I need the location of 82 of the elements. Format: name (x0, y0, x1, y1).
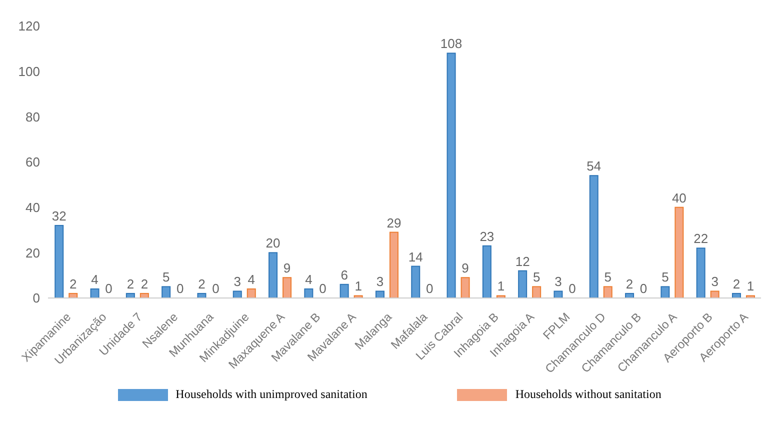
data-label: 54 (586, 158, 602, 174)
legend-label: Households with unimproved sanitation (176, 387, 368, 402)
bar (496, 295, 506, 298)
data-label: 3 (554, 274, 562, 290)
data-label: 32 (52, 208, 66, 224)
data-label: 4 (91, 272, 98, 287)
data-label: 40 (672, 190, 686, 206)
data-label: 5 (604, 270, 612, 285)
bar (554, 290, 563, 298)
data-label: 0 (568, 281, 576, 296)
data-label: 9 (462, 260, 469, 276)
data-label: 9 (283, 260, 291, 276)
data-label: 0 (319, 281, 326, 296)
bar (54, 224, 64, 298)
bar (282, 277, 292, 298)
data-label: 3 (711, 274, 718, 290)
data-label: 29 (386, 215, 402, 230)
data-label: 0 (105, 281, 112, 296)
bar (746, 295, 755, 298)
bar (304, 288, 314, 298)
bar (696, 248, 706, 298)
data-label: 0 (176, 281, 184, 296)
data-label: 2 (732, 276, 740, 292)
bar (162, 286, 171, 298)
bar (732, 292, 741, 298)
data-label: 108 (440, 36, 462, 52)
bar (126, 292, 135, 298)
y-tick-label: 0 (32, 290, 40, 306)
data-label: 2 (626, 276, 634, 292)
bar (140, 292, 149, 298)
bar (674, 206, 684, 298)
data-label: 3 (234, 274, 241, 290)
bar (710, 290, 720, 298)
data-label: 2 (70, 276, 77, 292)
data-label: 0 (640, 281, 648, 296)
data-label: 5 (162, 270, 170, 285)
bar (90, 288, 100, 298)
data-label: 23 (480, 228, 494, 244)
bar (482, 245, 492, 298)
data-label: 1 (746, 278, 754, 294)
data-label: 5 (662, 270, 669, 285)
data-label: 2 (198, 276, 206, 292)
data-label: 1 (497, 278, 505, 294)
data-label: 12 (515, 254, 530, 269)
y-tick-label: 60 (26, 154, 40, 170)
y-tick-label: 120 (18, 18, 40, 34)
bar (460, 277, 470, 298)
bar (411, 266, 420, 298)
bar (375, 290, 384, 298)
data-label: 0 (426, 281, 434, 296)
data-label: 2 (126, 276, 134, 292)
data-label: 2 (140, 276, 148, 292)
data-label: 22 (694, 231, 708, 246)
data-label: 0 (212, 281, 220, 296)
data-label: 1 (354, 278, 362, 294)
y-tick-label: 80 (26, 109, 40, 124)
bar (246, 288, 256, 298)
bar (389, 232, 398, 298)
bar (232, 290, 242, 298)
y-tick-label: 100 (18, 64, 40, 79)
bar (589, 175, 598, 298)
data-label: 14 (408, 249, 423, 264)
data-label: 4 (248, 272, 255, 287)
bar (197, 292, 206, 298)
y-tick-label: 40 (26, 200, 40, 215)
data-label: 5 (532, 270, 540, 285)
bar (446, 52, 456, 298)
bar (68, 292, 78, 298)
y-tick-label: 20 (26, 245, 40, 260)
bar (532, 286, 542, 298)
bar (625, 292, 634, 298)
bar (354, 295, 363, 298)
data-label: 3 (376, 274, 384, 290)
data-label: 4 (305, 272, 312, 287)
data-label: 20 (266, 236, 280, 251)
data-label: 6 (340, 267, 348, 282)
bar (660, 286, 670, 298)
bar (340, 284, 349, 298)
bar (518, 270, 528, 298)
legend-label: Households without sanitation (515, 387, 662, 402)
bar (603, 286, 612, 298)
bar (268, 252, 278, 298)
